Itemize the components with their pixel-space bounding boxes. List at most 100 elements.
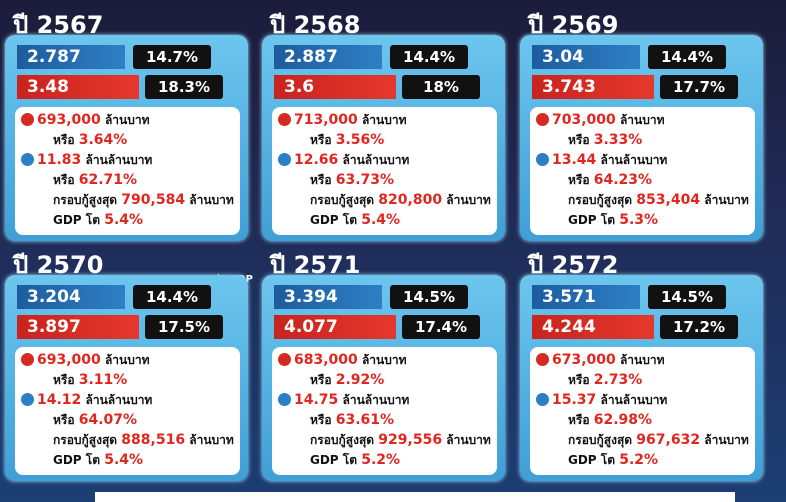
- info-line: 12.66 ล้านล้านบาท: [294, 151, 409, 170]
- panel: 3.394 14.5% 4.077 17.4% 683,000 ล้านบาท หรือ…: [262, 275, 505, 481]
- value: 62.71%: [78, 172, 138, 188]
- blue-bar: 3.571: [532, 285, 640, 309]
- label: ล้านบาท: [104, 353, 150, 367]
- deficit-icon: [21, 113, 34, 126]
- label: ล้านบาท: [189, 193, 234, 207]
- value: 3.64%: [78, 132, 128, 148]
- label: ล้านบาท: [619, 353, 665, 367]
- info-line: 13.44 ล้านล้านบาท: [552, 151, 667, 170]
- info-line: GDP โต 5.3%: [568, 211, 658, 230]
- label: GDP โต: [53, 453, 101, 467]
- value: 713,000: [294, 112, 358, 128]
- red-bar: 3.48: [17, 75, 139, 99]
- info-box: 713,000 ล้านบาท หรือ 3.56% 12.66 ล้านล้า…: [272, 107, 497, 235]
- value: 820,800: [378, 192, 443, 208]
- deficit-icon: [536, 353, 549, 366]
- value: 967,632: [636, 432, 701, 448]
- label: ล้านล้านบาท: [85, 153, 153, 167]
- footer-strip: [95, 492, 735, 502]
- deficit-icon: [278, 113, 291, 126]
- label: ล้านล้านบาท: [600, 153, 668, 167]
- panel: 2.787 14.7% 3.48 18.3% 693,000 ล้านบาท หรือ …: [5, 35, 248, 241]
- label: หรือ: [310, 173, 332, 187]
- info-box: 693,000 ล้านบาท หรือ 3.11% 14.12 ล้านล้า…: [15, 347, 240, 475]
- value: 13.44: [552, 152, 597, 168]
- info-line: หรือ 62.98%: [568, 411, 652, 430]
- value: 683,000: [294, 352, 358, 368]
- blue-pct: 14.5%: [648, 285, 726, 309]
- label: หรือ: [568, 133, 590, 147]
- red-pct: 18.3%: [145, 75, 223, 99]
- value: 790,584: [121, 192, 186, 208]
- debt-icon: [536, 153, 549, 166]
- label: ล้านบาท: [619, 113, 665, 127]
- info-line: หรือ 62.71%: [53, 171, 137, 190]
- info-line: กรอบกู้สูงสุด 929,556 ล้านบาท: [310, 431, 491, 450]
- label: ล้านบาท: [446, 433, 491, 447]
- blue-pct: 14.5%: [390, 285, 468, 309]
- value: 5.4%: [104, 452, 144, 468]
- debt-icon: [278, 153, 291, 166]
- value: 14.75: [294, 392, 339, 408]
- value: 693,000: [37, 112, 101, 128]
- info-box: 693,000 ล้านบาท หรือ 3.64% 11.83 ล้านล้า…: [15, 107, 240, 235]
- value: 2.73%: [593, 372, 643, 388]
- blue-pct: 14.4%: [648, 45, 726, 69]
- red-pct: 18%: [402, 75, 480, 99]
- info-line: หรือ 3.64%: [53, 131, 127, 150]
- info-line: กรอบกู้สูงสุด 853,404 ล้านบาท: [568, 191, 749, 210]
- value: 5.2%: [619, 452, 659, 468]
- panel: 3.04 14.4% 3.743 17.7% 703,000 ล้านบาท หรือ …: [520, 35, 763, 241]
- blue-bar: 3.394: [274, 285, 382, 309]
- year-title: ปี 2569: [528, 11, 619, 39]
- label: GDP โต: [53, 213, 101, 227]
- label: ล้านล้านบาท: [600, 393, 668, 407]
- info-line: 14.75 ล้านล้านบาท: [294, 391, 409, 410]
- value: 703,000: [552, 112, 616, 128]
- label: ล้านล้านบาท: [342, 153, 410, 167]
- info-line: กรอบกู้สูงสุด 790,584 ล้านบาท: [53, 191, 234, 210]
- debt-icon: [21, 153, 34, 166]
- debt-icon: [536, 393, 549, 406]
- info-box: 673,000 ล้านบาท หรือ 2.73% 15.37 ล้านล้า…: [530, 347, 755, 475]
- label: หรือ: [568, 173, 590, 187]
- info-line: 673,000 ล้านบาท: [552, 351, 665, 370]
- info-line: 693,000 ล้านบาท: [37, 351, 150, 370]
- label: หรือ: [310, 133, 332, 147]
- info-line: หรือ 2.92%: [310, 371, 384, 390]
- info-line: กรอบกู้สูงสุด 967,632 ล้านบาท: [568, 431, 749, 450]
- panel: 3.571 14.5% 4.244 17.2% 673,000 ล้านบาท หรือ…: [520, 275, 763, 481]
- label: กรอบกู้สูงสุด: [53, 193, 118, 207]
- value: 62.98%: [593, 412, 653, 428]
- red-pct: 17.7%: [660, 75, 738, 99]
- info-line: GDP โต 5.4%: [53, 211, 143, 230]
- info-line: หรือ 2.73%: [568, 371, 642, 390]
- blue-bar: 2.787: [17, 45, 125, 69]
- value: 2.92%: [335, 372, 385, 388]
- red-pct: 17.4%: [402, 315, 480, 339]
- info-line: GDP โต 5.4%: [310, 211, 400, 230]
- info-line: 703,000 ล้านบาท: [552, 111, 665, 130]
- label: กรอบกู้สูงสุด: [310, 433, 375, 447]
- value: 14.12: [37, 392, 82, 408]
- value: 693,000: [37, 352, 101, 368]
- value: 12.66: [294, 152, 339, 168]
- info-line: GDP โต 5.4%: [53, 451, 143, 470]
- info-line: หรือ 64.23%: [568, 171, 652, 190]
- info-line: หรือ 3.33%: [568, 131, 642, 150]
- label: หรือ: [310, 373, 332, 387]
- label: ล้านล้านบาท: [85, 393, 153, 407]
- info-line: กรอบกู้สูงสุด 820,800 ล้านบาท: [310, 191, 491, 210]
- red-bar: 4.244: [532, 315, 654, 339]
- info-line: หรือ 3.11%: [53, 371, 127, 390]
- debt-icon: [278, 393, 291, 406]
- red-pct: 17.2%: [660, 315, 738, 339]
- label: ล้านบาท: [446, 193, 491, 207]
- deficit-icon: [21, 353, 34, 366]
- panel: 2.887 14.4% 3.6 18% 713,000 ล้านบาท หรือ 3.5…: [262, 35, 505, 241]
- value: 888,516: [121, 432, 186, 448]
- info-line: 713,000 ล้านบาท: [294, 111, 407, 130]
- value: 853,404: [636, 192, 701, 208]
- value: 64.23%: [593, 172, 653, 188]
